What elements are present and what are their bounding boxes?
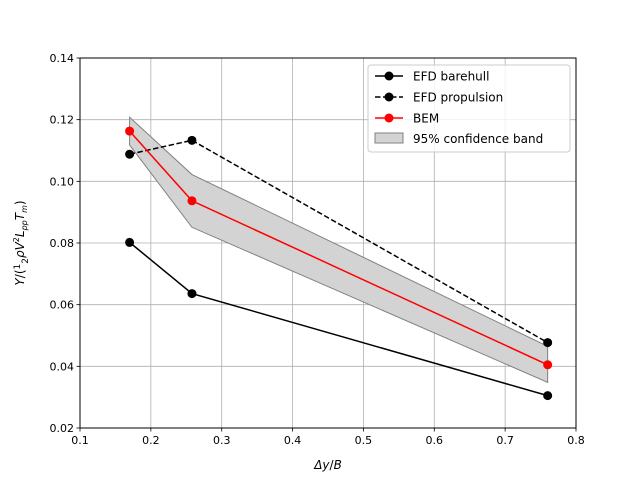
x-tick-label: 0.3 bbox=[213, 434, 231, 447]
series-line bbox=[129, 139, 549, 344]
y-tick-label: 0.14 bbox=[50, 52, 75, 65]
series-bem bbox=[125, 126, 553, 370]
x-tick-label: 0.7 bbox=[496, 434, 514, 447]
legend-entry-confidence-band: 95% confidence band bbox=[374, 132, 543, 146]
confidence-band-layer bbox=[129, 116, 549, 384]
legend-label: BEM bbox=[413, 112, 439, 126]
y-tick-label: 0.08 bbox=[50, 237, 75, 250]
data-point bbox=[543, 391, 553, 401]
x-axis-label: Δy/B bbox=[313, 458, 342, 472]
y-tick-label: 0.12 bbox=[50, 114, 75, 127]
y-axis-label: Y/(12ρV2LppTm) bbox=[12, 200, 31, 285]
legend-marker bbox=[384, 92, 394, 102]
legend-entry-efd-barehull: EFD barehull bbox=[375, 70, 489, 84]
confidence-band bbox=[129, 116, 549, 384]
series-efd-propulsion bbox=[125, 135, 553, 348]
data-point bbox=[543, 360, 553, 370]
legend-marker bbox=[384, 113, 394, 123]
legend-label: EFD barehull bbox=[413, 70, 489, 84]
data-point bbox=[187, 289, 197, 299]
x-tick-label: 0.6 bbox=[426, 434, 444, 447]
legend-marker bbox=[384, 71, 394, 81]
data-point bbox=[125, 149, 135, 159]
x-tick-label: 0.1 bbox=[71, 434, 89, 447]
data-point bbox=[543, 338, 553, 348]
legend-entry-efd-propulsion: EFD propulsion bbox=[375, 91, 503, 105]
series-efd-barehull bbox=[125, 237, 553, 401]
legend: EFD barehull EFD propulsion BEM 95% conf… bbox=[367, 64, 571, 153]
data-point bbox=[187, 135, 197, 145]
legend-patch bbox=[374, 132, 404, 144]
x-tick-label: 0.2 bbox=[142, 434, 160, 447]
legend-label: EFD propulsion bbox=[413, 91, 503, 105]
legend-frame bbox=[367, 64, 571, 153]
x-tick-label: 0.4 bbox=[284, 434, 302, 447]
y-tick-label: 0.04 bbox=[50, 360, 75, 373]
data-point bbox=[187, 196, 197, 206]
axis-ticks: 0.1 0.2 0.3 0.4 0.5 0.6 0.7 0.8 0.02 0.04 0.06 0.08… bbox=[50, 52, 585, 447]
data-point bbox=[125, 237, 135, 247]
legend-entry-bem: BEM bbox=[375, 112, 439, 126]
data-point bbox=[125, 126, 135, 136]
x-tick-label: 0.8 bbox=[567, 434, 585, 447]
legend-label: 95% confidence band bbox=[413, 132, 543, 146]
y-tick-label: 0.10 bbox=[50, 175, 75, 188]
x-tick-label: 0.5 bbox=[355, 434, 373, 447]
y-tick-label: 0.06 bbox=[50, 299, 75, 312]
y-tick-label: 0.02 bbox=[50, 422, 75, 435]
series-layer bbox=[125, 126, 553, 401]
